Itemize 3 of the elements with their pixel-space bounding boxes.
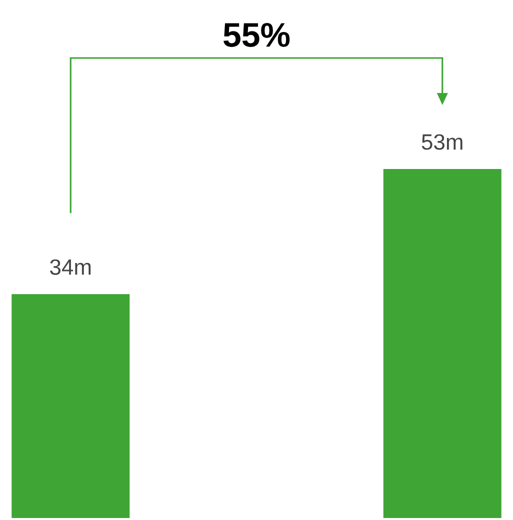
data-label: 53m xyxy=(422,134,462,150)
data-label: 34m xyxy=(50,259,91,275)
text: 55% xyxy=(224,23,290,47)
